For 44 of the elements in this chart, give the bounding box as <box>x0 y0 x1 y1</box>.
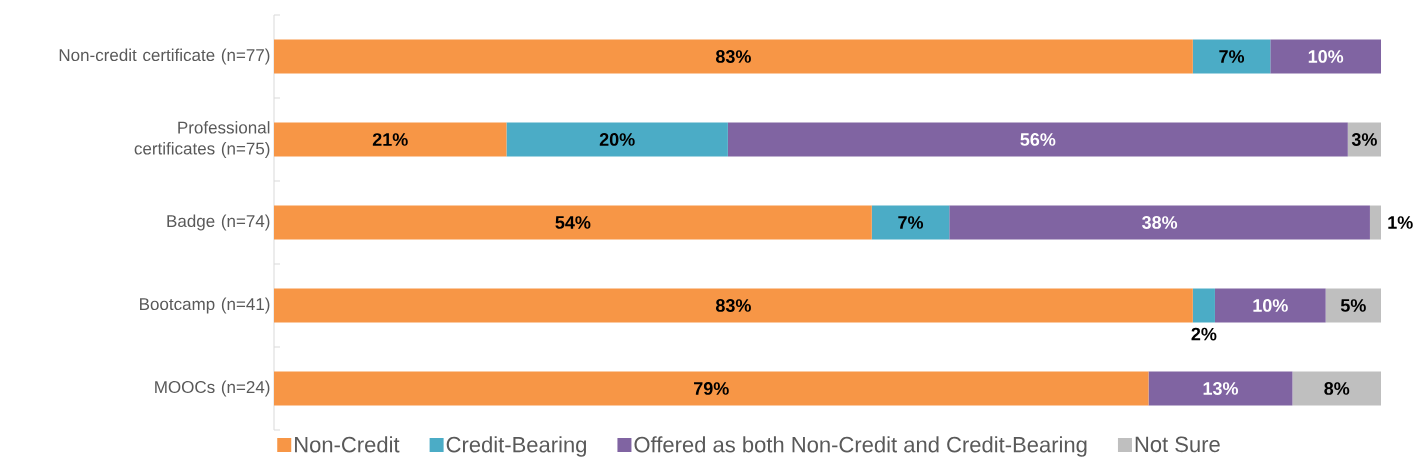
data-label: 13% <box>1203 382 1239 395</box>
legend-label: Credit-Bearing <box>446 436 586 457</box>
y-tick-label: Non-credit certificate (n=77) <box>59 48 270 65</box>
bar <box>949 205 1370 240</box>
data-label: 8% <box>1324 382 1350 395</box>
bar <box>1148 371 1293 406</box>
data-label: 7% <box>1219 50 1245 63</box>
data-label: 83% <box>715 299 751 312</box>
data-label: 21% <box>372 133 408 146</box>
legend-label: Offered as both Non-Credit and Credit-Bearing <box>634 436 1087 457</box>
y-tick-label: MOOCs (n=24) <box>155 380 270 397</box>
y-tick-label: Badge (n=74) <box>167 214 270 231</box>
y-tick-label: Professional certificates (n=75) <box>134 121 270 158</box>
bar <box>871 205 950 240</box>
data-label: 10% <box>1253 299 1288 312</box>
bar <box>1214 288 1326 323</box>
bar <box>1192 39 1271 74</box>
data-label: 7% <box>898 216 924 229</box>
bar <box>727 122 1348 157</box>
legend-label: Not Sure <box>1135 436 1220 453</box>
bar <box>274 122 507 157</box>
data-label: 10% <box>1308 50 1344 63</box>
bar <box>274 288 1193 323</box>
legend-label: Non-Credit <box>295 436 400 453</box>
bar <box>1292 371 1382 406</box>
bar <box>1192 288 1215 323</box>
data-label: 83% <box>715 50 751 63</box>
y-tick-label: Bootcamp (n=41) <box>140 297 270 314</box>
bar <box>1270 39 1382 74</box>
bar <box>274 205 872 240</box>
bar <box>1325 288 1382 323</box>
data-label: 5% <box>1340 299 1366 312</box>
data-label: 56% <box>1020 133 1056 146</box>
data-label: 54% <box>555 216 591 229</box>
bar <box>274 39 1193 74</box>
data-label: 2% <box>1191 327 1217 341</box>
bar <box>1369 205 1382 240</box>
data-label: 1% <box>1388 216 1413 229</box>
data-label: 38% <box>1142 216 1178 229</box>
bar <box>506 122 728 157</box>
data-label: 3% <box>1351 133 1377 146</box>
bar <box>274 371 1149 406</box>
data-label: 20% <box>599 133 635 146</box>
data-label: 79% <box>694 382 729 395</box>
